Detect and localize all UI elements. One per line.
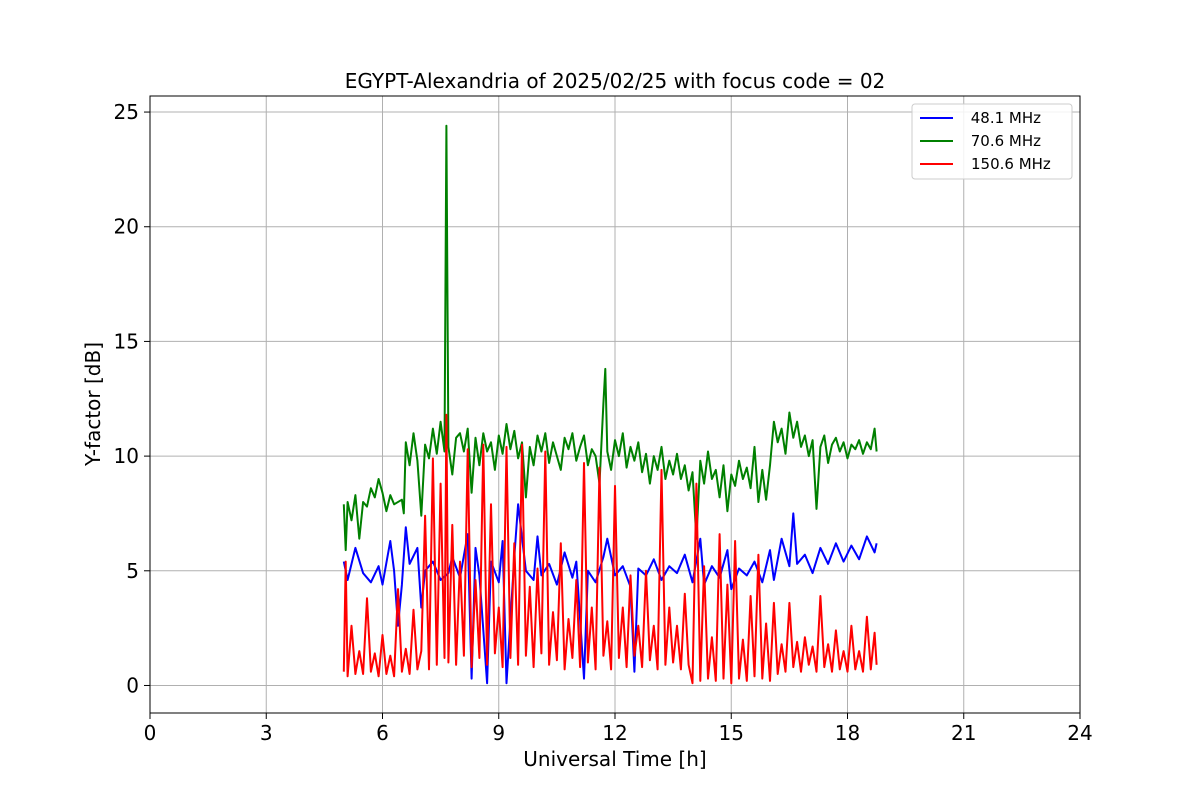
x-axis-label: Universal Time [h] bbox=[523, 747, 706, 771]
series-48mhz-line bbox=[342, 503, 878, 685]
x-tick-label: 9 bbox=[492, 721, 505, 745]
series-layer bbox=[342, 124, 878, 685]
x-tick-label: 18 bbox=[835, 721, 860, 745]
y-tick-label: 20 bbox=[114, 215, 139, 239]
x-axis-ticks: 0 3 6 9 12 15 18 21 24 bbox=[144, 713, 1093, 745]
y-tick-label: 25 bbox=[114, 100, 139, 124]
legend-label-70mhz: 70.6 MHz bbox=[966, 132, 1041, 150]
legend-box bbox=[911, 103, 1073, 180]
y-tick-label: 10 bbox=[114, 444, 139, 468]
x-tick-label: 6 bbox=[376, 721, 389, 745]
legend: 48.1 MHz 70.6 MHz 150.6 MHz bbox=[911, 103, 1073, 180]
y-tick-label: 5 bbox=[126, 559, 139, 583]
y-tick-label: 0 bbox=[126, 673, 139, 697]
legend-label-48mhz: 48.1 MHz bbox=[966, 109, 1041, 127]
series-150mhz-line bbox=[342, 413, 878, 685]
legend-label-150mhz: 150.6 MHz bbox=[971, 155, 1051, 173]
x-tick-label: 24 bbox=[1067, 721, 1092, 745]
chart-title: EGYPT-Alexandria of 2025/02/25 with focu… bbox=[345, 69, 886, 93]
x-tick-label: 15 bbox=[719, 721, 744, 745]
x-tick-label: 0 bbox=[144, 721, 157, 745]
x-tick-label: 3 bbox=[260, 721, 273, 745]
y-axis-ticks: 0 5 10 15 20 25 bbox=[114, 100, 150, 697]
y-axis-label: Y-factor [dB] bbox=[81, 342, 105, 467]
x-tick-label: 12 bbox=[602, 721, 627, 745]
y-tick-label: 15 bbox=[114, 329, 139, 353]
x-tick-label: 21 bbox=[951, 721, 976, 745]
series-70mhz-line bbox=[342, 124, 878, 552]
